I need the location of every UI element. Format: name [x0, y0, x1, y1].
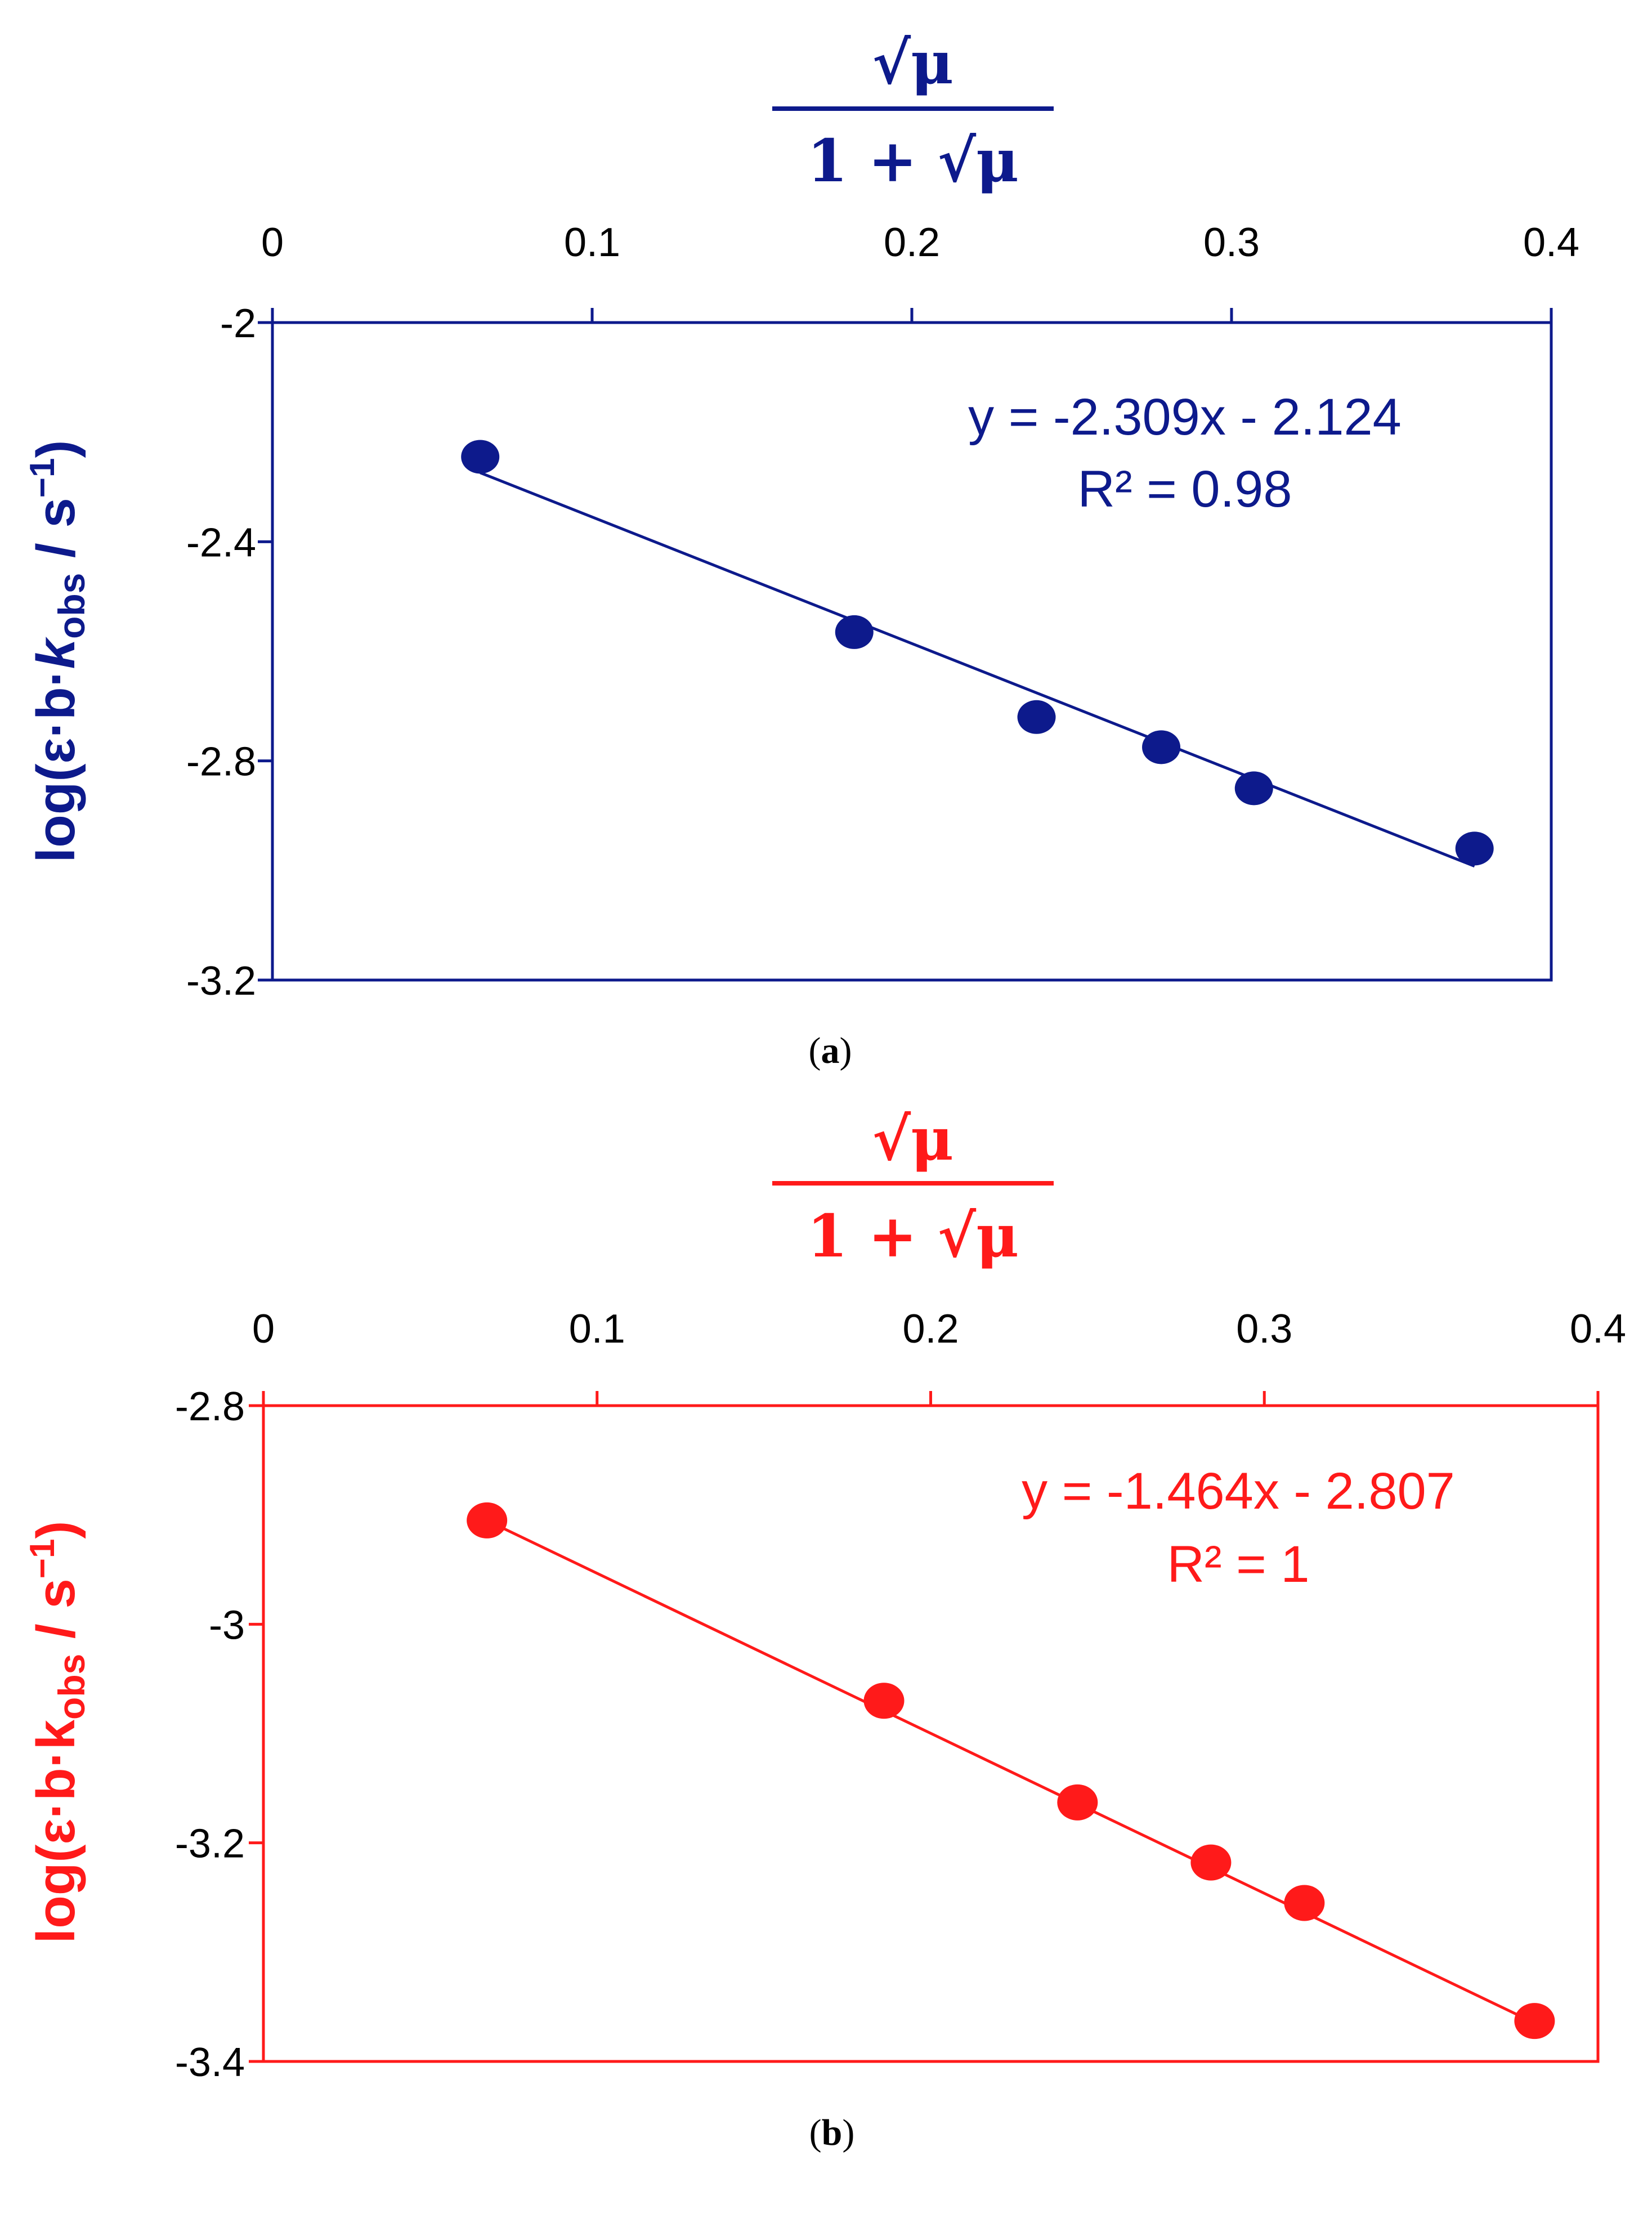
top-axis-numerator-a: √μ: [872, 28, 953, 97]
data-point: [1514, 2003, 1555, 2039]
data-point: [1234, 771, 1273, 806]
x-axis-ticks-b: 0 0.1 0.2 0.3 0.4: [252, 1307, 1626, 1406]
data-points-b: [467, 1502, 1555, 2039]
data-points-a: [461, 440, 1494, 866]
caption-b: (b): [809, 2112, 855, 2153]
trendline-b: [486, 1519, 1535, 2024]
trendline-a: [480, 471, 1475, 868]
y-tick-label: -3.4: [175, 2040, 245, 2085]
y-axis-ticks-a: -2 -2.4 -2.8 -3.2: [186, 301, 272, 1004]
data-point: [461, 440, 500, 474]
y-axis-label-a: log(ε·b·kobs / s−1): [23, 440, 92, 863]
y-tick-label: -2.8: [175, 1384, 245, 1429]
caption-a: (a): [809, 1030, 852, 1071]
x-tick-label: 0.3: [1203, 220, 1260, 265]
data-point: [863, 1683, 905, 1719]
x-tick-label: 0.1: [569, 1307, 625, 1352]
y-axis-label-b: log(ε·b·kobs / s−1): [23, 1521, 92, 1944]
x-tick-label: 0.1: [564, 220, 620, 265]
x-tick-label: 0.4: [1523, 220, 1579, 265]
data-point: [1455, 831, 1494, 866]
top-axis-label-a: √μ 1 + √μ: [772, 28, 1054, 195]
y-tick-label: -2.8: [186, 740, 256, 785]
y-axis-ticks-b: -2.8 -3 -3.2 -3.4: [175, 1384, 263, 2085]
chart-panel-a: √μ 1 + √μ 0 0.1 0.2 0.3 0.4 -2 -2.4 -2.8 -3.2 y…: [23, 28, 1579, 1071]
top-axis-numerator-b: √μ: [872, 1104, 953, 1174]
y-tick-label: -3.2: [175, 1822, 245, 1867]
x-tick-label: 0.4: [1570, 1307, 1626, 1352]
x-tick-label: 0: [252, 1307, 275, 1352]
data-point: [467, 1502, 508, 1538]
data-point: [1017, 700, 1056, 734]
x-tick-label: 0.2: [902, 1307, 959, 1352]
x-tick-label: 0.3: [1236, 1307, 1292, 1352]
y-tick-label: -3.2: [186, 959, 256, 1004]
x-axis-ticks-a: 0 0.1 0.2 0.3 0.4: [261, 220, 1579, 323]
top-axis-label-b: √μ 1 + √μ: [772, 1104, 1054, 1271]
data-point: [1057, 1784, 1098, 1821]
data-point: [1284, 1885, 1325, 1921]
data-point: [1190, 1844, 1232, 1881]
r-squared-a: R² = 0.98: [1078, 460, 1292, 518]
r-squared-b: R² = 1: [1167, 1536, 1309, 1593]
top-axis-denominator-a: 1 + √μ: [807, 126, 1019, 195]
x-tick-label: 0: [261, 220, 284, 265]
y-tick-label: -2: [220, 301, 256, 346]
trendline-equation-a: y = -2.309x - 2.124: [968, 388, 1402, 446]
data-point: [835, 615, 874, 649]
chart-panel-b: √μ 1 + √μ 0 0.1 0.2 0.3 0.4 -2.8 -3 -3.2 -3.4 y…: [23, 1104, 1626, 2153]
x-tick-label: 0.2: [884, 220, 940, 265]
y-tick-label: -2.4: [186, 520, 256, 565]
top-axis-denominator-b: 1 + √μ: [807, 1201, 1019, 1271]
trendline-equation-b: y = -1.464x - 2.807: [1022, 1462, 1455, 1520]
data-point: [1142, 730, 1181, 764]
y-tick-label: -3: [209, 1603, 245, 1648]
